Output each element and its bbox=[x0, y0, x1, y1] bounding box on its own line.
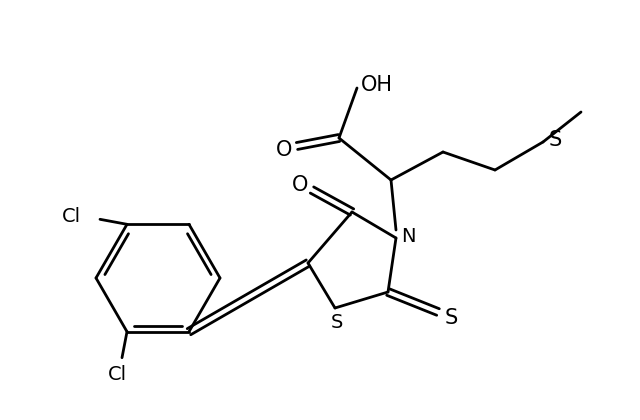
Text: O: O bbox=[276, 140, 292, 160]
Text: N: N bbox=[401, 226, 415, 246]
Text: OH: OH bbox=[361, 75, 393, 95]
Text: S: S bbox=[444, 308, 458, 328]
Text: Cl: Cl bbox=[62, 207, 81, 226]
Text: Cl: Cl bbox=[108, 365, 127, 384]
Text: S: S bbox=[548, 130, 562, 150]
Text: S: S bbox=[331, 312, 343, 331]
Text: O: O bbox=[292, 175, 308, 195]
